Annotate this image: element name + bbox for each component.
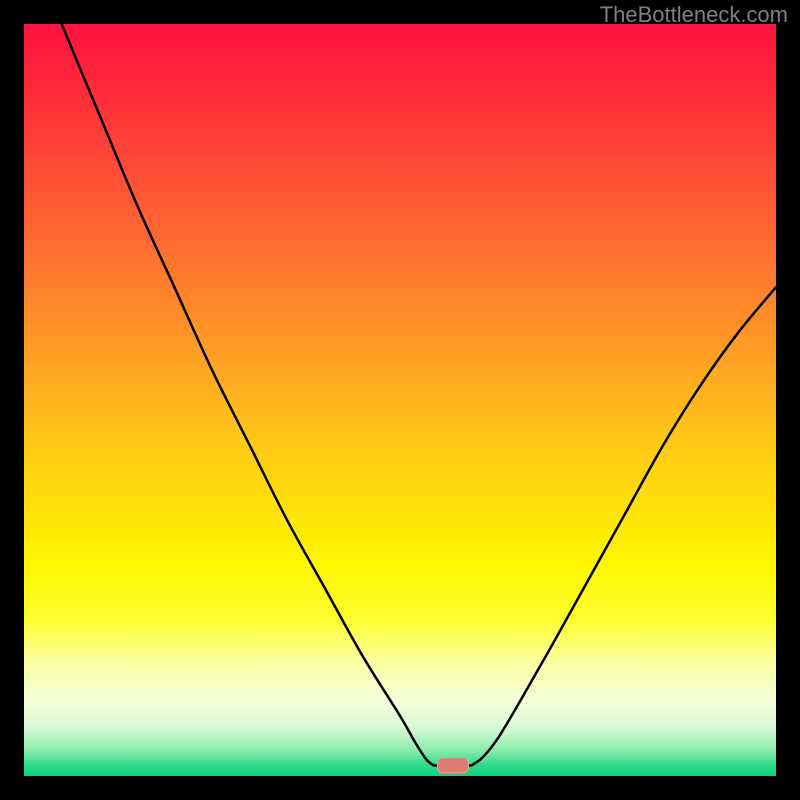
chart-container: TheBottleneck.com — [0, 0, 800, 800]
bottleneck-marker — [437, 758, 469, 774]
plot-area — [24, 24, 776, 776]
watermark-text: TheBottleneck.com — [600, 2, 788, 28]
